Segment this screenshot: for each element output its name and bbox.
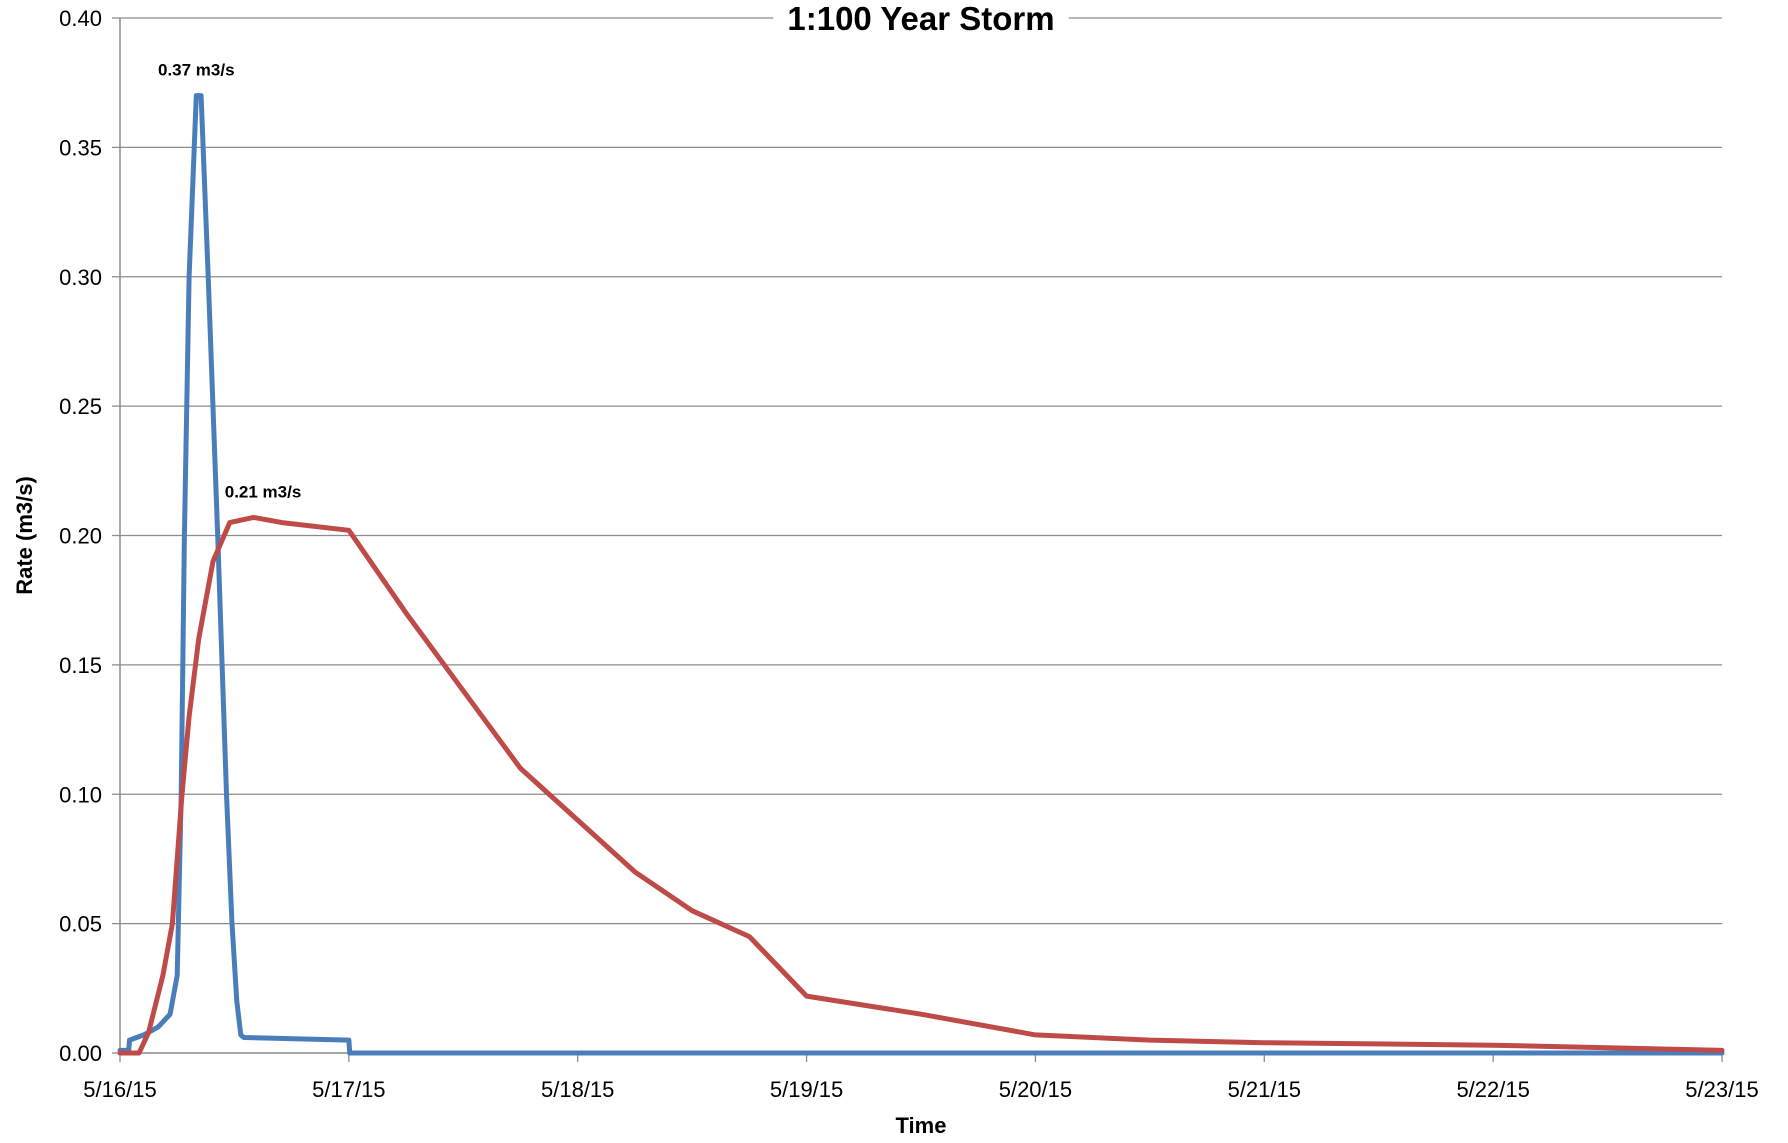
gridlines xyxy=(120,17,1722,925)
series-line-2 xyxy=(117,514,1725,1056)
y-tick-label: 0.35 xyxy=(59,135,102,160)
x-axis-title: Time xyxy=(896,1113,947,1138)
chart-title: 1:100 Year Storm xyxy=(787,0,1054,37)
y-tick-label: 0.20 xyxy=(59,524,102,549)
peak-annotation-2: 0.21 m3/s xyxy=(225,482,302,501)
y-tick-labels: 0.00 0.05 0.10 0.15 0.20 0.25 0.30 0.35 0.40 xyxy=(59,6,102,1066)
peak-annotations: 0.37 m3/s 0.21 m3/s xyxy=(158,61,301,502)
y-tick-label: 0.30 xyxy=(59,265,102,290)
y-tick-label: 0.00 xyxy=(59,1041,102,1066)
y-tick-label: 0.40 xyxy=(59,6,102,31)
series-line-1 xyxy=(117,93,1725,1056)
x-tick-label: 5/20/15 xyxy=(999,1077,1072,1102)
chart-title-background xyxy=(773,0,1069,39)
y-tick-label: 0.05 xyxy=(59,912,102,937)
y-tick-label: 0.10 xyxy=(59,782,102,807)
x-tick-label: 5/23/15 xyxy=(1685,1077,1758,1102)
x-tick-label: 5/17/15 xyxy=(312,1077,385,1102)
y-tick-label: 0.25 xyxy=(59,394,102,419)
series-lines xyxy=(117,93,1725,1056)
y-axis-title: Rate (m3/s) xyxy=(12,476,37,595)
x-tick-label: 5/18/15 xyxy=(541,1077,614,1102)
x-tick-label: 5/22/15 xyxy=(1456,1077,1529,1102)
y-tick-label: 0.15 xyxy=(59,653,102,678)
x-tick-label: 5/21/15 xyxy=(1228,1077,1301,1102)
x-tick-label: 5/16/15 xyxy=(83,1077,156,1102)
x-tick-labels: 5/16/15 5/17/15 5/18/15 5/19/15 5/20/15 5/21/… xyxy=(83,1077,1758,1102)
x-tick-label: 5/19/15 xyxy=(770,1077,843,1102)
peak-annotation-1: 0.37 m3/s xyxy=(158,61,235,80)
